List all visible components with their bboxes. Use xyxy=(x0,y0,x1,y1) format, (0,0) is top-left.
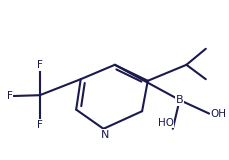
Text: F: F xyxy=(37,120,43,130)
Text: B: B xyxy=(175,95,183,105)
Text: N: N xyxy=(100,130,108,140)
Text: OH: OH xyxy=(209,109,225,119)
Text: F: F xyxy=(37,60,43,70)
Text: F: F xyxy=(7,91,12,101)
Text: HO: HO xyxy=(157,117,173,128)
